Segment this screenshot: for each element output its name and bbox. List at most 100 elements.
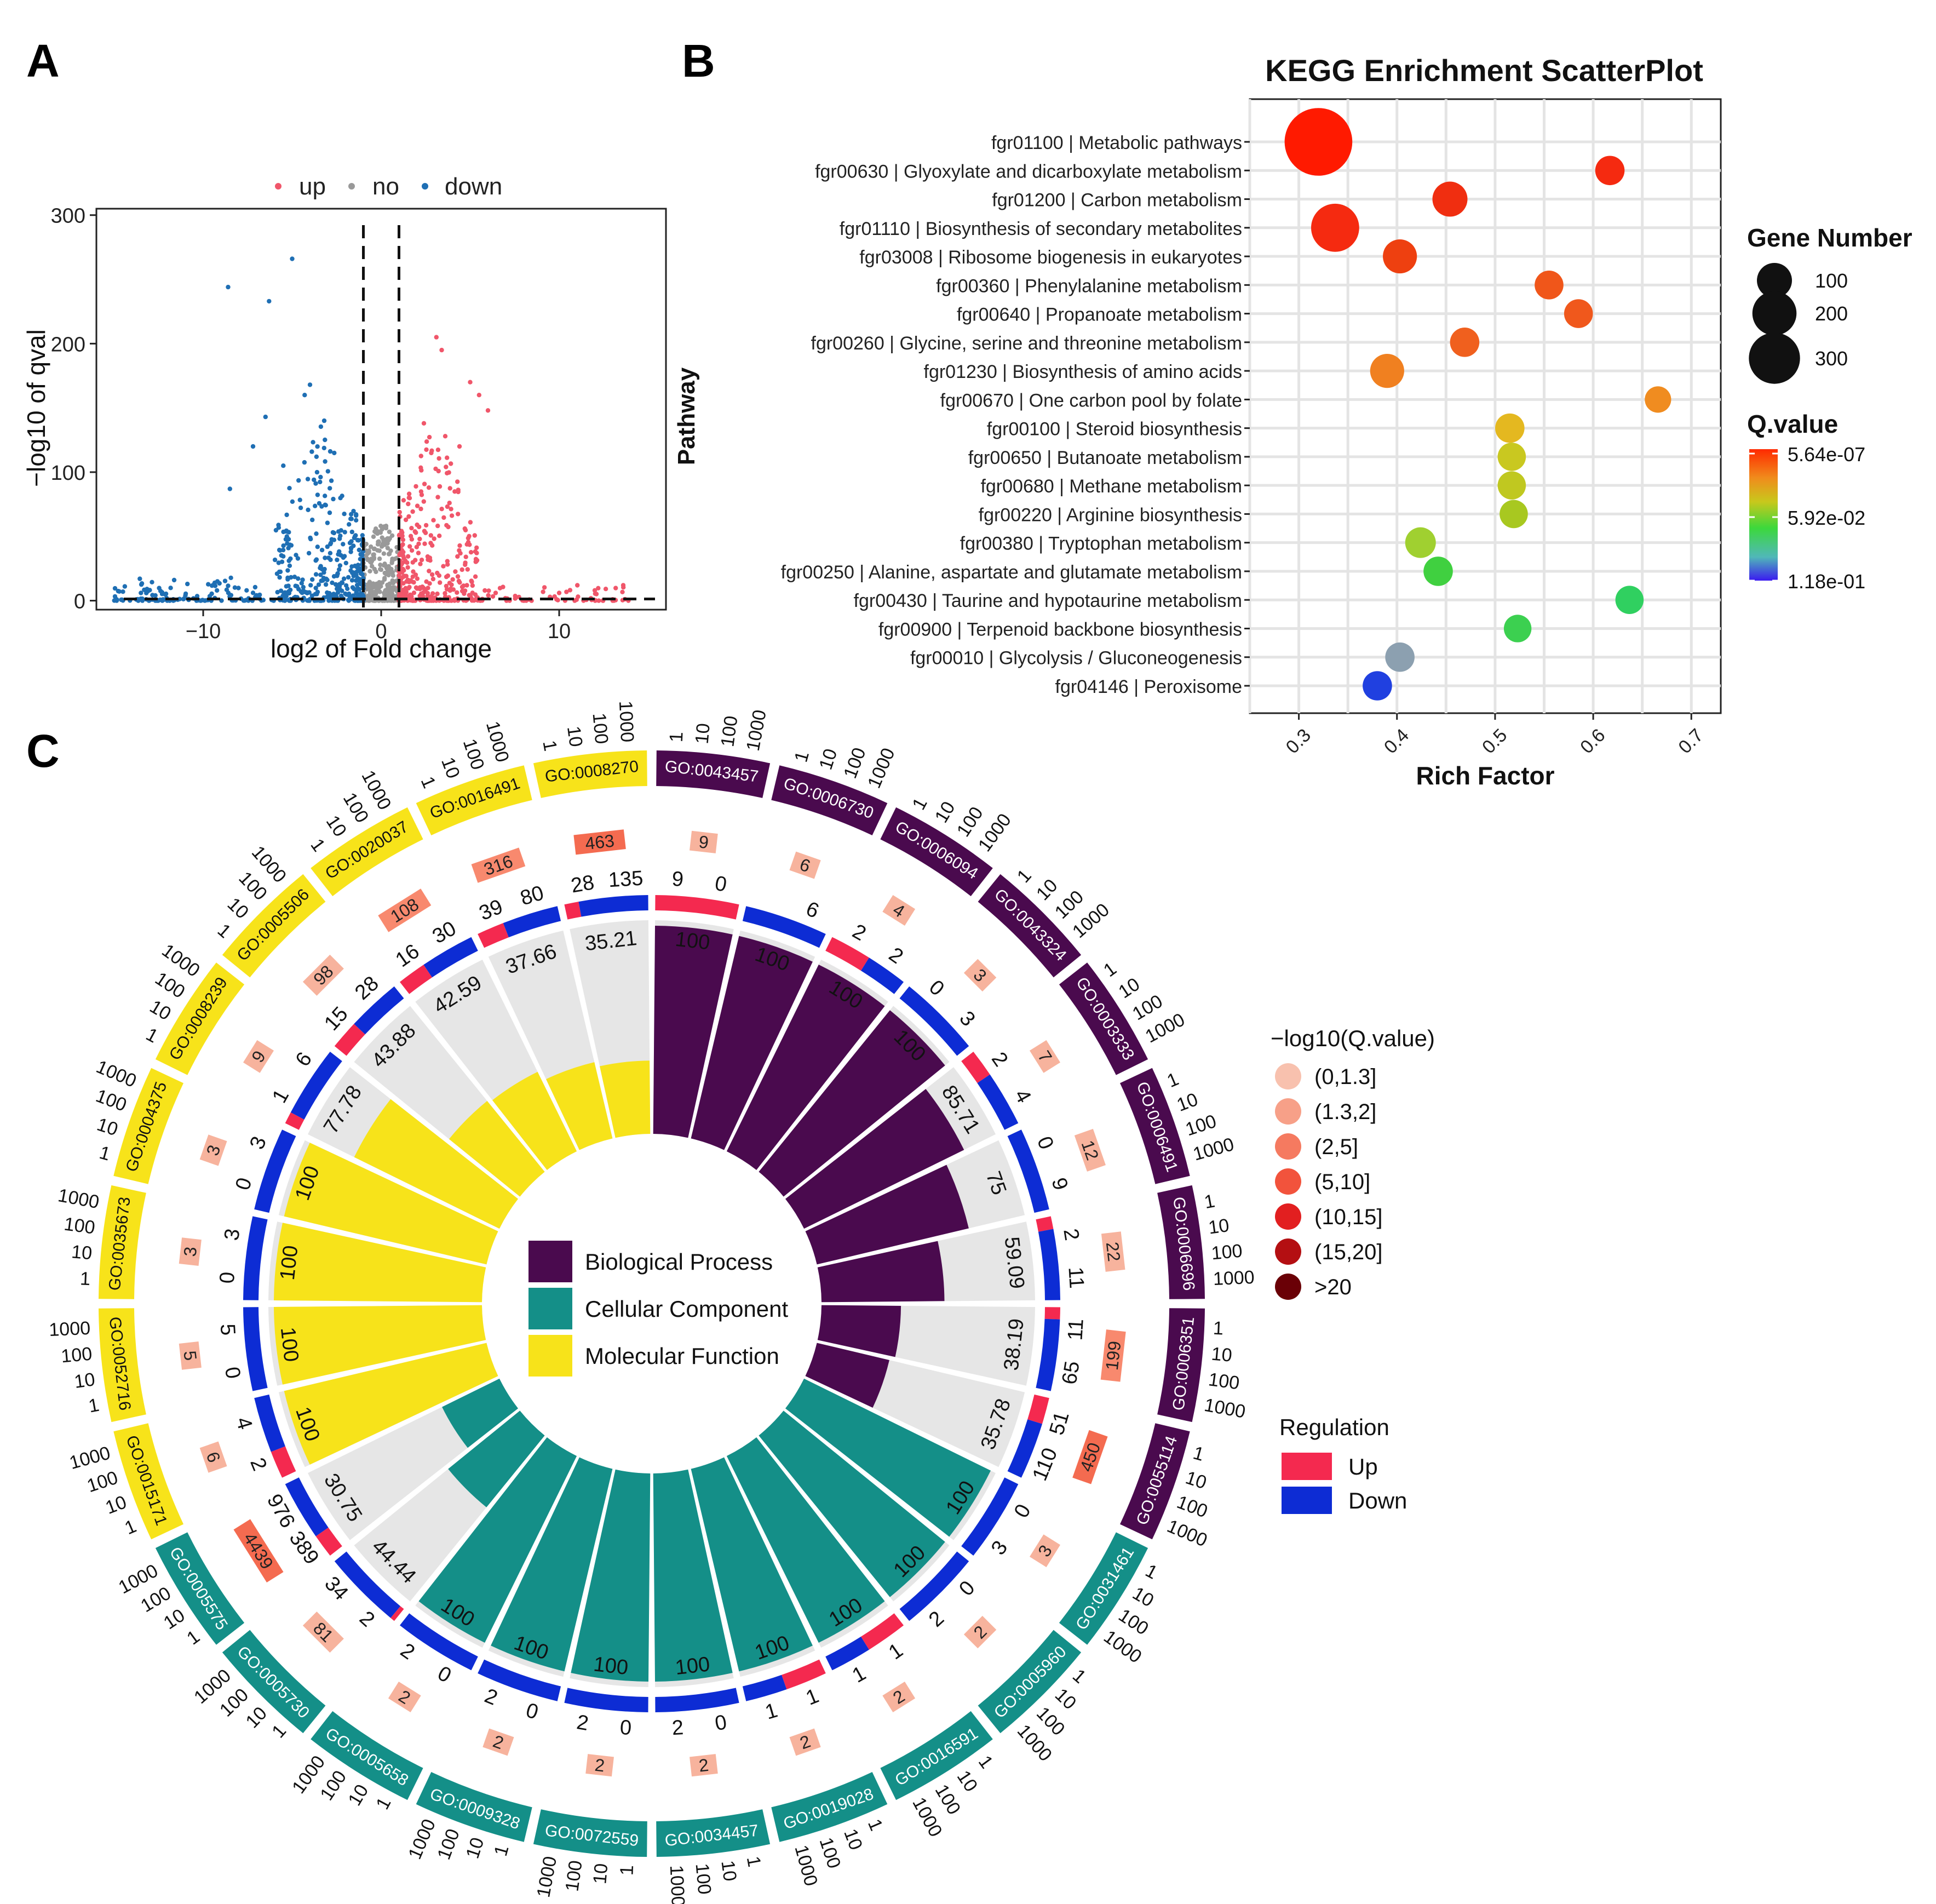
volcano-point-up xyxy=(497,586,503,590)
go-reg-down-segment xyxy=(1007,1129,1049,1213)
volcano-point-up xyxy=(447,486,452,491)
kegg-pathway-label: fgr00260 | Glycine, serine and threonine… xyxy=(811,333,1243,354)
qvalue-legend-label: (2,5] xyxy=(1314,1135,1358,1159)
volcano-point-down xyxy=(298,589,303,594)
volcano-point-down xyxy=(343,591,348,597)
volcano-point-down xyxy=(307,382,313,387)
legend-no-label: no xyxy=(372,173,399,200)
volcano-point-no xyxy=(366,598,371,603)
volcano-point-no xyxy=(388,593,394,598)
volcano-point-up xyxy=(437,534,442,538)
go-reg-up-segment xyxy=(271,1446,296,1478)
volcano-point-up xyxy=(404,574,409,578)
kegg-scatter-plot: KEGG Enrichment ScatterPlot fgr01100 | M… xyxy=(673,53,1912,790)
go-scale-label: 10 xyxy=(840,1826,866,1853)
qvalue-legend-label: (0,1.3] xyxy=(1314,1065,1376,1089)
volcano-point-no xyxy=(383,526,389,531)
go-scale-label: 1 xyxy=(1203,1190,1216,1213)
volcano-point-down xyxy=(319,566,325,572)
kegg-pathway-label: fgr04146 | Peroxisome xyxy=(1055,676,1242,697)
go-reg-down-segment xyxy=(285,1477,329,1536)
volcano-point-up xyxy=(444,523,449,528)
go-term-band xyxy=(880,807,993,897)
volcano-point-up xyxy=(449,513,455,518)
go-term-label: GO:0005506 xyxy=(233,885,313,965)
volcano-point-up xyxy=(409,548,415,553)
volcano-point-down xyxy=(302,393,307,398)
volcano-point-no xyxy=(377,585,382,590)
go-rich-bar xyxy=(546,1062,613,1150)
go-reg-up-segment xyxy=(478,923,509,948)
go-scale-label: 10 xyxy=(1207,1215,1231,1238)
go-reg-down-count: 34 xyxy=(320,1572,353,1605)
volcano-point-down xyxy=(321,445,326,451)
volcano-point-up xyxy=(621,583,626,588)
volcano-point-down xyxy=(309,449,314,454)
volcano-point-down xyxy=(277,575,282,580)
qvalue-legend-dot xyxy=(1275,1203,1301,1230)
go-scale-label: 1000 xyxy=(615,701,637,743)
volcano-point-down xyxy=(202,598,208,603)
volcano-point-down xyxy=(328,486,332,491)
volcano-point-up xyxy=(403,593,409,598)
volcano-point-down xyxy=(320,578,325,583)
kegg-point xyxy=(1405,527,1436,558)
volcano-point-up xyxy=(456,578,462,583)
go-term-band xyxy=(533,750,647,798)
go-reg-up-segment xyxy=(334,1024,365,1056)
volcano-point-up xyxy=(596,586,601,591)
volcano-point-down xyxy=(328,598,333,603)
kegg-point xyxy=(1450,328,1480,357)
go-scale-label: 100 xyxy=(561,1859,586,1892)
regulation-up-swatch xyxy=(1282,1453,1332,1480)
volcano-point-down xyxy=(354,572,359,578)
volcano-point-down xyxy=(333,582,338,587)
go-reg-down-count: 9 xyxy=(1047,1175,1072,1192)
volcano-point-down xyxy=(313,586,318,590)
go-term-band xyxy=(978,874,1082,978)
go-scale-label: 10 xyxy=(931,798,960,827)
qvalue-legend-label: >20 xyxy=(1314,1275,1352,1299)
volcano-point-up xyxy=(431,518,436,523)
go-term-band xyxy=(1120,1068,1190,1184)
volcano-point-down xyxy=(325,469,330,474)
go-scale-label: 1 xyxy=(864,1816,887,1833)
go-count-box xyxy=(573,829,626,855)
qvalue-legend-dot xyxy=(1275,1133,1301,1160)
volcano-point-down xyxy=(357,578,361,583)
kegg-point xyxy=(1535,271,1564,300)
volcano-point-down xyxy=(308,583,313,588)
qvalue-legend-label: (10,15] xyxy=(1314,1205,1383,1229)
volcano-point-up xyxy=(474,558,480,563)
go-reg-up-segment xyxy=(782,1659,826,1690)
volcano-point-down xyxy=(346,575,351,580)
go-scale-label: 100 xyxy=(1183,1111,1219,1140)
go-scale-label: 10 xyxy=(1129,1583,1157,1611)
go-reg-down-segment xyxy=(961,1477,1019,1556)
kegg-x-tick-label: 0.7 xyxy=(1674,725,1707,758)
volcano-point-down xyxy=(357,547,361,553)
volcano-point-up xyxy=(435,523,440,529)
go-count-box xyxy=(199,1134,227,1166)
volcano-point-down xyxy=(354,518,359,523)
go-count-box xyxy=(1072,1430,1108,1484)
go-reg-down-segment xyxy=(899,1551,969,1621)
go-scale-label: 1 xyxy=(122,1516,139,1539)
go-scale-label: 10 xyxy=(1032,875,1062,905)
volcano-point-no xyxy=(388,598,393,603)
go-reg-down-count: 135 xyxy=(608,867,644,892)
volcano-point-down xyxy=(292,575,297,580)
volcano-point-up xyxy=(418,561,423,566)
go-scale-label: 1 xyxy=(616,1865,637,1876)
volcano-point-down xyxy=(328,550,333,555)
kegg-point xyxy=(1385,642,1415,672)
kegg-point xyxy=(1432,181,1468,217)
volcano-point-up xyxy=(427,569,432,574)
kegg-pathway-label: fgr00640 | Propanoate metabolism xyxy=(957,305,1242,325)
qvalue-legend-dot xyxy=(1275,1098,1301,1125)
kegg-pathway-label: fgr00220 | Arginine biosynthesis xyxy=(979,504,1242,525)
kegg-pathway-label: fgr03008 | Ribosome biogenesis in eukary… xyxy=(859,247,1242,268)
volcano-point-down xyxy=(222,578,228,583)
volcano-point-down xyxy=(263,414,268,420)
